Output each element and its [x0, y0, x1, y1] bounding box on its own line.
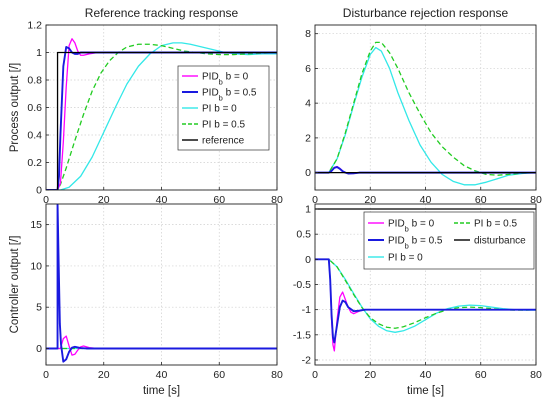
- y-tick-label: 0: [36, 185, 42, 197]
- legend-label-pid-b-b-0: PIDb b = 0: [202, 72, 249, 87]
- series-line-reference: [46, 51, 277, 190]
- y-tick-label: 4: [305, 98, 311, 110]
- x-axis-label: time [s]: [143, 385, 180, 397]
- x-tick-label: 40: [156, 194, 168, 206]
- x-axis-label: time [s]: [407, 385, 444, 397]
- x-tick-label: 0: [43, 194, 49, 206]
- series-group: [315, 208, 536, 352]
- y-tick-label: 1.2: [27, 20, 42, 32]
- y-tick-label: -1.5: [293, 329, 311, 341]
- x-tick-label: 80: [530, 194, 542, 206]
- y-tick-label: -0.5: [293, 279, 311, 291]
- panel-top-right: 0 20 40 60 80 0 2 4 6 8 Disturbance rejection resp…: [305, 6, 542, 206]
- chart-title: Disturbance rejection response: [343, 6, 509, 20]
- x-tick-label: 40: [156, 369, 168, 381]
- y-tick-label: 6: [305, 63, 311, 75]
- panel-top-left: 0 20 40 60 80 0 0.2 0.4 0.6 0.8 1 1.2 Reference trac…: [9, 6, 283, 206]
- series-line-pid-b-b-0-5: [46, 204, 277, 363]
- y-tick-label: 0.2: [27, 157, 42, 169]
- legend-label-pi-b-0-5: PI b = 0.5: [474, 219, 518, 230]
- y-tick-label: 2: [305, 132, 311, 144]
- y-tick-label: 15: [30, 219, 42, 231]
- legend-label-pid-b-b-0-5: PIDb b = 0.5: [388, 236, 443, 251]
- x-tick-label: 20: [98, 369, 110, 381]
- chart-title: Reference tracking response: [85, 6, 239, 20]
- y-axis-label: Controller output [/]: [9, 236, 21, 334]
- y-tick-label: 0.4: [27, 130, 42, 142]
- legend-label-pi-b-0-5: PI b = 0.5: [202, 120, 246, 131]
- legend-label-pi-b-0: PI b = 0: [388, 253, 423, 264]
- panel-bottom-left: 0 20 40 60 80 0 5 10 15 time [s] Controller output…: [9, 203, 283, 397]
- series-group: [315, 41, 536, 186]
- x-tick-label: 20: [98, 194, 110, 206]
- y-tick-label: -2: [302, 354, 311, 366]
- legend-label-pid-b-b-0-5: PIDb b = 0.5: [202, 88, 257, 103]
- series-group: [46, 38, 277, 190]
- y-tick-label: 1: [36, 47, 42, 59]
- legend-box: [363, 211, 535, 270]
- y-tick-label: 0: [305, 167, 311, 179]
- y-axis-label: Process output [/]: [9, 63, 21, 153]
- y-tick-label: 0.5: [296, 229, 311, 241]
- x-tick-label: 40: [420, 194, 432, 206]
- x-tick-label: 80: [271, 194, 283, 206]
- x-tick-label: 60: [475, 369, 487, 381]
- legend-label-disturbance: disturbance: [474, 236, 526, 247]
- series-line-pid-b-b-0-5: [315, 258, 536, 344]
- x-tick-label: 20: [364, 194, 376, 206]
- y-tick-label: 10: [30, 260, 42, 272]
- x-tick-label: 0: [312, 194, 318, 206]
- x-tick-label: 60: [213, 194, 225, 206]
- x-tick-label: 80: [271, 369, 283, 381]
- y-tick-label: 0: [305, 254, 311, 266]
- x-tick-label: 20: [364, 369, 376, 381]
- x-tick-label: 0: [312, 369, 318, 381]
- x-tick-label: 60: [213, 369, 225, 381]
- x-tick-label: 0: [43, 369, 49, 381]
- y-tick-label: 8: [305, 28, 311, 40]
- x-tick-label: 60: [475, 194, 487, 206]
- x-tick-label: 80: [530, 369, 542, 381]
- y-tick-label: 0: [36, 343, 42, 355]
- y-tick-label: -1: [302, 304, 311, 316]
- y-tick-label: 0.6: [27, 102, 42, 114]
- series-line-pi-b-0-5: [315, 41, 536, 176]
- series-line-pi-b-0-5: [46, 43, 277, 190]
- legend-label-pi-b-0: PI b = 0: [202, 104, 237, 115]
- series-group: [46, 204, 277, 363]
- legend-label-pid-b-b-0: PIDb b = 0: [388, 219, 435, 234]
- legend-label-reference: reference: [202, 136, 245, 147]
- x-tick-label: 40: [420, 369, 432, 381]
- y-tick-label: 0.8: [27, 75, 42, 87]
- legend: PIDb b = 0 PIDb b = 0.5 PI b = 0 PI b = 0.5…: [363, 211, 535, 270]
- y-tick-label: 5: [36, 302, 42, 314]
- y-tick-label: 1: [305, 204, 311, 216]
- panel-bottom-right: 0 20 40 60 80 -2 -1.5 -1 -0.5 0 0.5 1 time [s] PIDb b…: [293, 204, 542, 397]
